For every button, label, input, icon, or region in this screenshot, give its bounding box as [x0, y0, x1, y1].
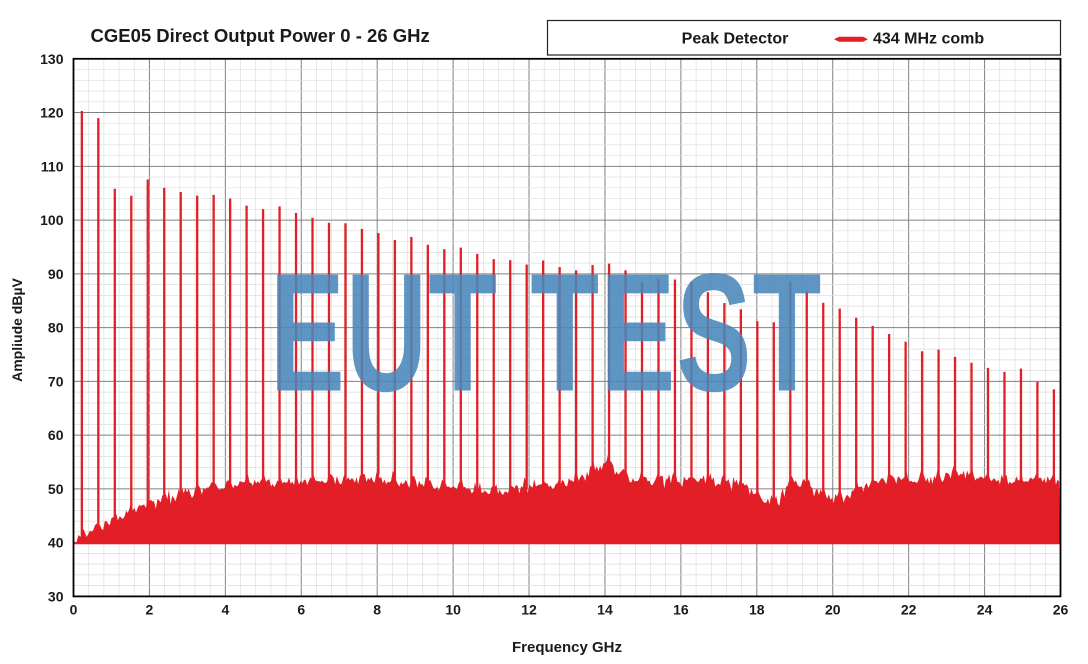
svg-text:24: 24 [977, 601, 993, 617]
svg-text:434 MHz comb: 434 MHz comb [873, 31, 984, 48]
svg-text:6: 6 [297, 601, 305, 617]
svg-text:20: 20 [825, 601, 841, 617]
svg-text:60: 60 [48, 427, 64, 443]
svg-text:12: 12 [521, 601, 537, 617]
svg-text:70: 70 [48, 373, 64, 389]
svg-text:40: 40 [48, 535, 64, 551]
svg-text:Ampliude dBµV: Ampliude dBµV [9, 277, 25, 381]
svg-text:110: 110 [41, 158, 64, 174]
svg-text:Frequency GHz: Frequency GHz [512, 639, 622, 656]
svg-text:50: 50 [48, 481, 64, 497]
svg-text:130: 130 [40, 51, 64, 67]
svg-text:0: 0 [70, 601, 78, 617]
svg-text:EUT TEST: EUT TEST [270, 239, 823, 427]
svg-text:30: 30 [48, 588, 64, 604]
svg-text:14: 14 [597, 601, 613, 617]
svg-text:16: 16 [673, 601, 689, 617]
svg-text:2: 2 [146, 601, 154, 617]
svg-text:Peak Detector: Peak Detector [682, 31, 789, 48]
svg-text:90: 90 [48, 266, 64, 282]
svg-text:18: 18 [749, 601, 765, 617]
svg-text:80: 80 [48, 320, 64, 336]
svg-text:100: 100 [40, 212, 64, 228]
svg-text:8: 8 [373, 601, 381, 617]
svg-text:10: 10 [445, 601, 461, 617]
svg-text:120: 120 [40, 105, 64, 121]
svg-text:CGE05 Direct Output Power 0 -: CGE05 Direct Output Power 0 - 26 GHz [91, 25, 430, 46]
svg-text:22: 22 [901, 601, 917, 617]
svg-text:26: 26 [1053, 601, 1069, 617]
svg-text:4: 4 [221, 601, 229, 617]
